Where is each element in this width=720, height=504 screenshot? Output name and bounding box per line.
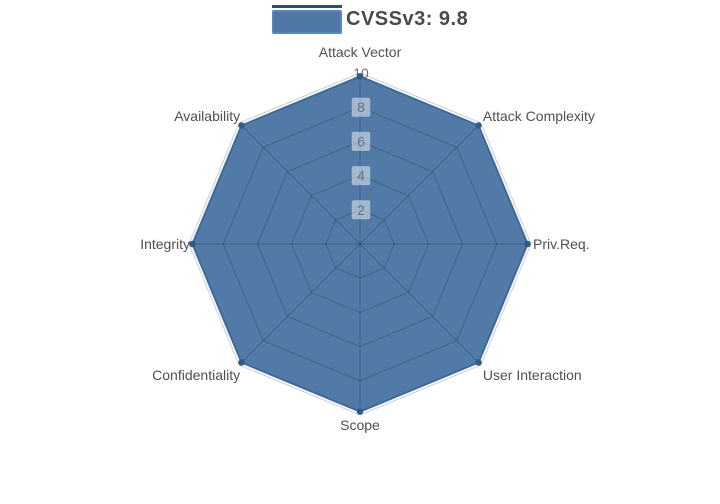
radial-tick-box-6 bbox=[351, 131, 371, 151]
radial-tick-box-8 bbox=[351, 97, 371, 117]
legend-label: CVSSv3: 9.8 bbox=[346, 8, 469, 30]
axis-spoke-7 bbox=[238, 122, 361, 245]
vertex-marker-4 bbox=[356, 408, 364, 415]
axis-label-priv-req: Priv.Req. bbox=[533, 236, 590, 252]
ring-gridline-10 bbox=[188, 72, 532, 416]
ring-gridline-6 bbox=[256, 140, 464, 348]
legend-swatch bbox=[272, 10, 342, 34]
vertex-marker-0 bbox=[356, 73, 364, 80]
radial-tick-label-8: 8 bbox=[357, 99, 365, 115]
ring-gridline-8 bbox=[222, 106, 498, 382]
ring-gridline-2 bbox=[325, 209, 395, 279]
axis-label-scope: Scope bbox=[340, 417, 380, 433]
vertex-marker-5 bbox=[238, 359, 245, 366]
axis-label-confidentiality: Confidentiality bbox=[152, 367, 240, 383]
axis-label-user-interaction: User Interaction bbox=[483, 367, 582, 383]
axis-spoke-3 bbox=[359, 243, 482, 366]
axis-label-integrity: Integrity bbox=[140, 236, 190, 252]
axis-label-attack-vector: Attack Vector bbox=[319, 44, 402, 60]
radial-tick-label-2: 2 bbox=[357, 202, 365, 218]
legend-item-cvssv3[interactable]: CVSSv3: 9.8 bbox=[272, 5, 468, 34]
radial-tick-label-6: 6 bbox=[357, 133, 365, 149]
vertex-marker-3 bbox=[475, 359, 482, 366]
axis-label-availability: Availability bbox=[174, 108, 240, 124]
radial-tick-box-4 bbox=[351, 166, 371, 186]
vertex-marker-1 bbox=[475, 122, 482, 129]
vertex-marker-7 bbox=[238, 122, 245, 129]
axis-label-attack-complexity: Attack Complexity bbox=[483, 108, 595, 124]
legend-swatch-topline bbox=[272, 5, 342, 8]
axis-spoke-5 bbox=[238, 243, 361, 366]
radial-tick-label-4: 4 bbox=[357, 168, 365, 184]
ring-gridline-4 bbox=[291, 175, 429, 313]
vertex-marker-6 bbox=[189, 240, 196, 248]
legend-swatch-wrap bbox=[272, 5, 342, 34]
vertex-marker-2 bbox=[524, 240, 531, 248]
axis-spoke-1 bbox=[359, 122, 482, 245]
radial-tick-box-2 bbox=[351, 200, 371, 220]
grid-web bbox=[188, 72, 532, 416]
